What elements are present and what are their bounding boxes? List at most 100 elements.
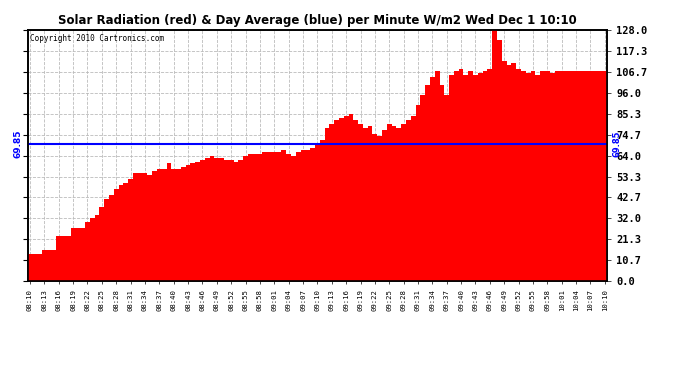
- Bar: [166, 164, 171, 281]
- Bar: [61, 236, 66, 281]
- Bar: [435, 71, 440, 281]
- Bar: [138, 173, 143, 281]
- Bar: [195, 162, 200, 281]
- Bar: [348, 114, 353, 281]
- Bar: [224, 159, 229, 281]
- Bar: [104, 199, 109, 281]
- Bar: [85, 222, 90, 281]
- Bar: [598, 71, 602, 281]
- Bar: [387, 124, 392, 281]
- Bar: [95, 214, 99, 281]
- Bar: [411, 116, 415, 281]
- Bar: [545, 71, 550, 281]
- Bar: [262, 152, 267, 281]
- Bar: [397, 128, 401, 281]
- Bar: [550, 73, 555, 281]
- Bar: [415, 105, 420, 281]
- Bar: [190, 164, 195, 281]
- Bar: [157, 170, 161, 281]
- Bar: [588, 71, 593, 281]
- Bar: [90, 218, 95, 281]
- Bar: [181, 167, 186, 281]
- Bar: [339, 118, 344, 281]
- Bar: [277, 152, 282, 281]
- Bar: [306, 150, 310, 281]
- Bar: [70, 228, 75, 281]
- Bar: [602, 71, 607, 281]
- Bar: [535, 75, 540, 281]
- Bar: [243, 156, 248, 281]
- Bar: [315, 144, 319, 281]
- Bar: [478, 73, 483, 281]
- Bar: [267, 152, 272, 281]
- Bar: [282, 150, 286, 281]
- Bar: [57, 236, 61, 281]
- Bar: [511, 63, 516, 281]
- Bar: [171, 170, 176, 281]
- Bar: [358, 124, 363, 281]
- Bar: [229, 159, 234, 281]
- Bar: [248, 154, 253, 281]
- Bar: [560, 71, 564, 281]
- Title: Solar Radiation (red) & Day Average (blue) per Minute W/m2 Wed Dec 1 10:10: Solar Radiation (red) & Day Average (blu…: [58, 15, 577, 27]
- Bar: [506, 65, 511, 281]
- Bar: [133, 173, 138, 281]
- Bar: [205, 158, 210, 281]
- Bar: [502, 62, 506, 281]
- Bar: [373, 134, 377, 281]
- Bar: [454, 71, 459, 281]
- Bar: [324, 128, 329, 281]
- Bar: [425, 85, 430, 281]
- Bar: [109, 195, 114, 281]
- Bar: [329, 124, 334, 281]
- Text: Copyright 2010 Cartronics.com: Copyright 2010 Cartronics.com: [30, 34, 165, 43]
- Bar: [469, 71, 473, 281]
- Bar: [257, 154, 262, 281]
- Bar: [219, 158, 224, 281]
- Bar: [459, 69, 464, 281]
- Bar: [52, 250, 57, 281]
- Bar: [42, 250, 47, 281]
- Bar: [272, 152, 277, 281]
- Bar: [487, 69, 492, 281]
- Bar: [186, 165, 190, 281]
- Text: 69.85: 69.85: [613, 131, 622, 158]
- Bar: [32, 254, 37, 281]
- Bar: [296, 152, 301, 281]
- Bar: [210, 156, 215, 281]
- Bar: [492, 30, 497, 281]
- Bar: [377, 136, 382, 281]
- Bar: [440, 85, 444, 281]
- Bar: [119, 185, 124, 281]
- Bar: [291, 156, 296, 281]
- Bar: [286, 154, 291, 281]
- Bar: [253, 154, 257, 281]
- Bar: [75, 228, 80, 281]
- Bar: [573, 71, 578, 281]
- Bar: [531, 71, 535, 281]
- Bar: [301, 150, 306, 281]
- Bar: [143, 173, 148, 281]
- Bar: [99, 207, 104, 281]
- Bar: [526, 73, 531, 281]
- Bar: [114, 189, 119, 281]
- Bar: [234, 162, 238, 281]
- Bar: [124, 183, 128, 281]
- Bar: [516, 69, 521, 281]
- Bar: [344, 116, 348, 281]
- Bar: [430, 77, 435, 281]
- Bar: [66, 236, 70, 281]
- Text: 69.85: 69.85: [14, 130, 23, 158]
- Bar: [401, 124, 406, 281]
- Bar: [215, 158, 219, 281]
- Bar: [444, 95, 449, 281]
- Bar: [368, 126, 373, 281]
- Bar: [449, 75, 454, 281]
- Bar: [483, 71, 487, 281]
- Bar: [564, 71, 569, 281]
- Bar: [382, 130, 387, 281]
- Bar: [37, 254, 42, 281]
- Bar: [310, 148, 315, 281]
- Bar: [319, 140, 324, 281]
- Bar: [148, 175, 152, 281]
